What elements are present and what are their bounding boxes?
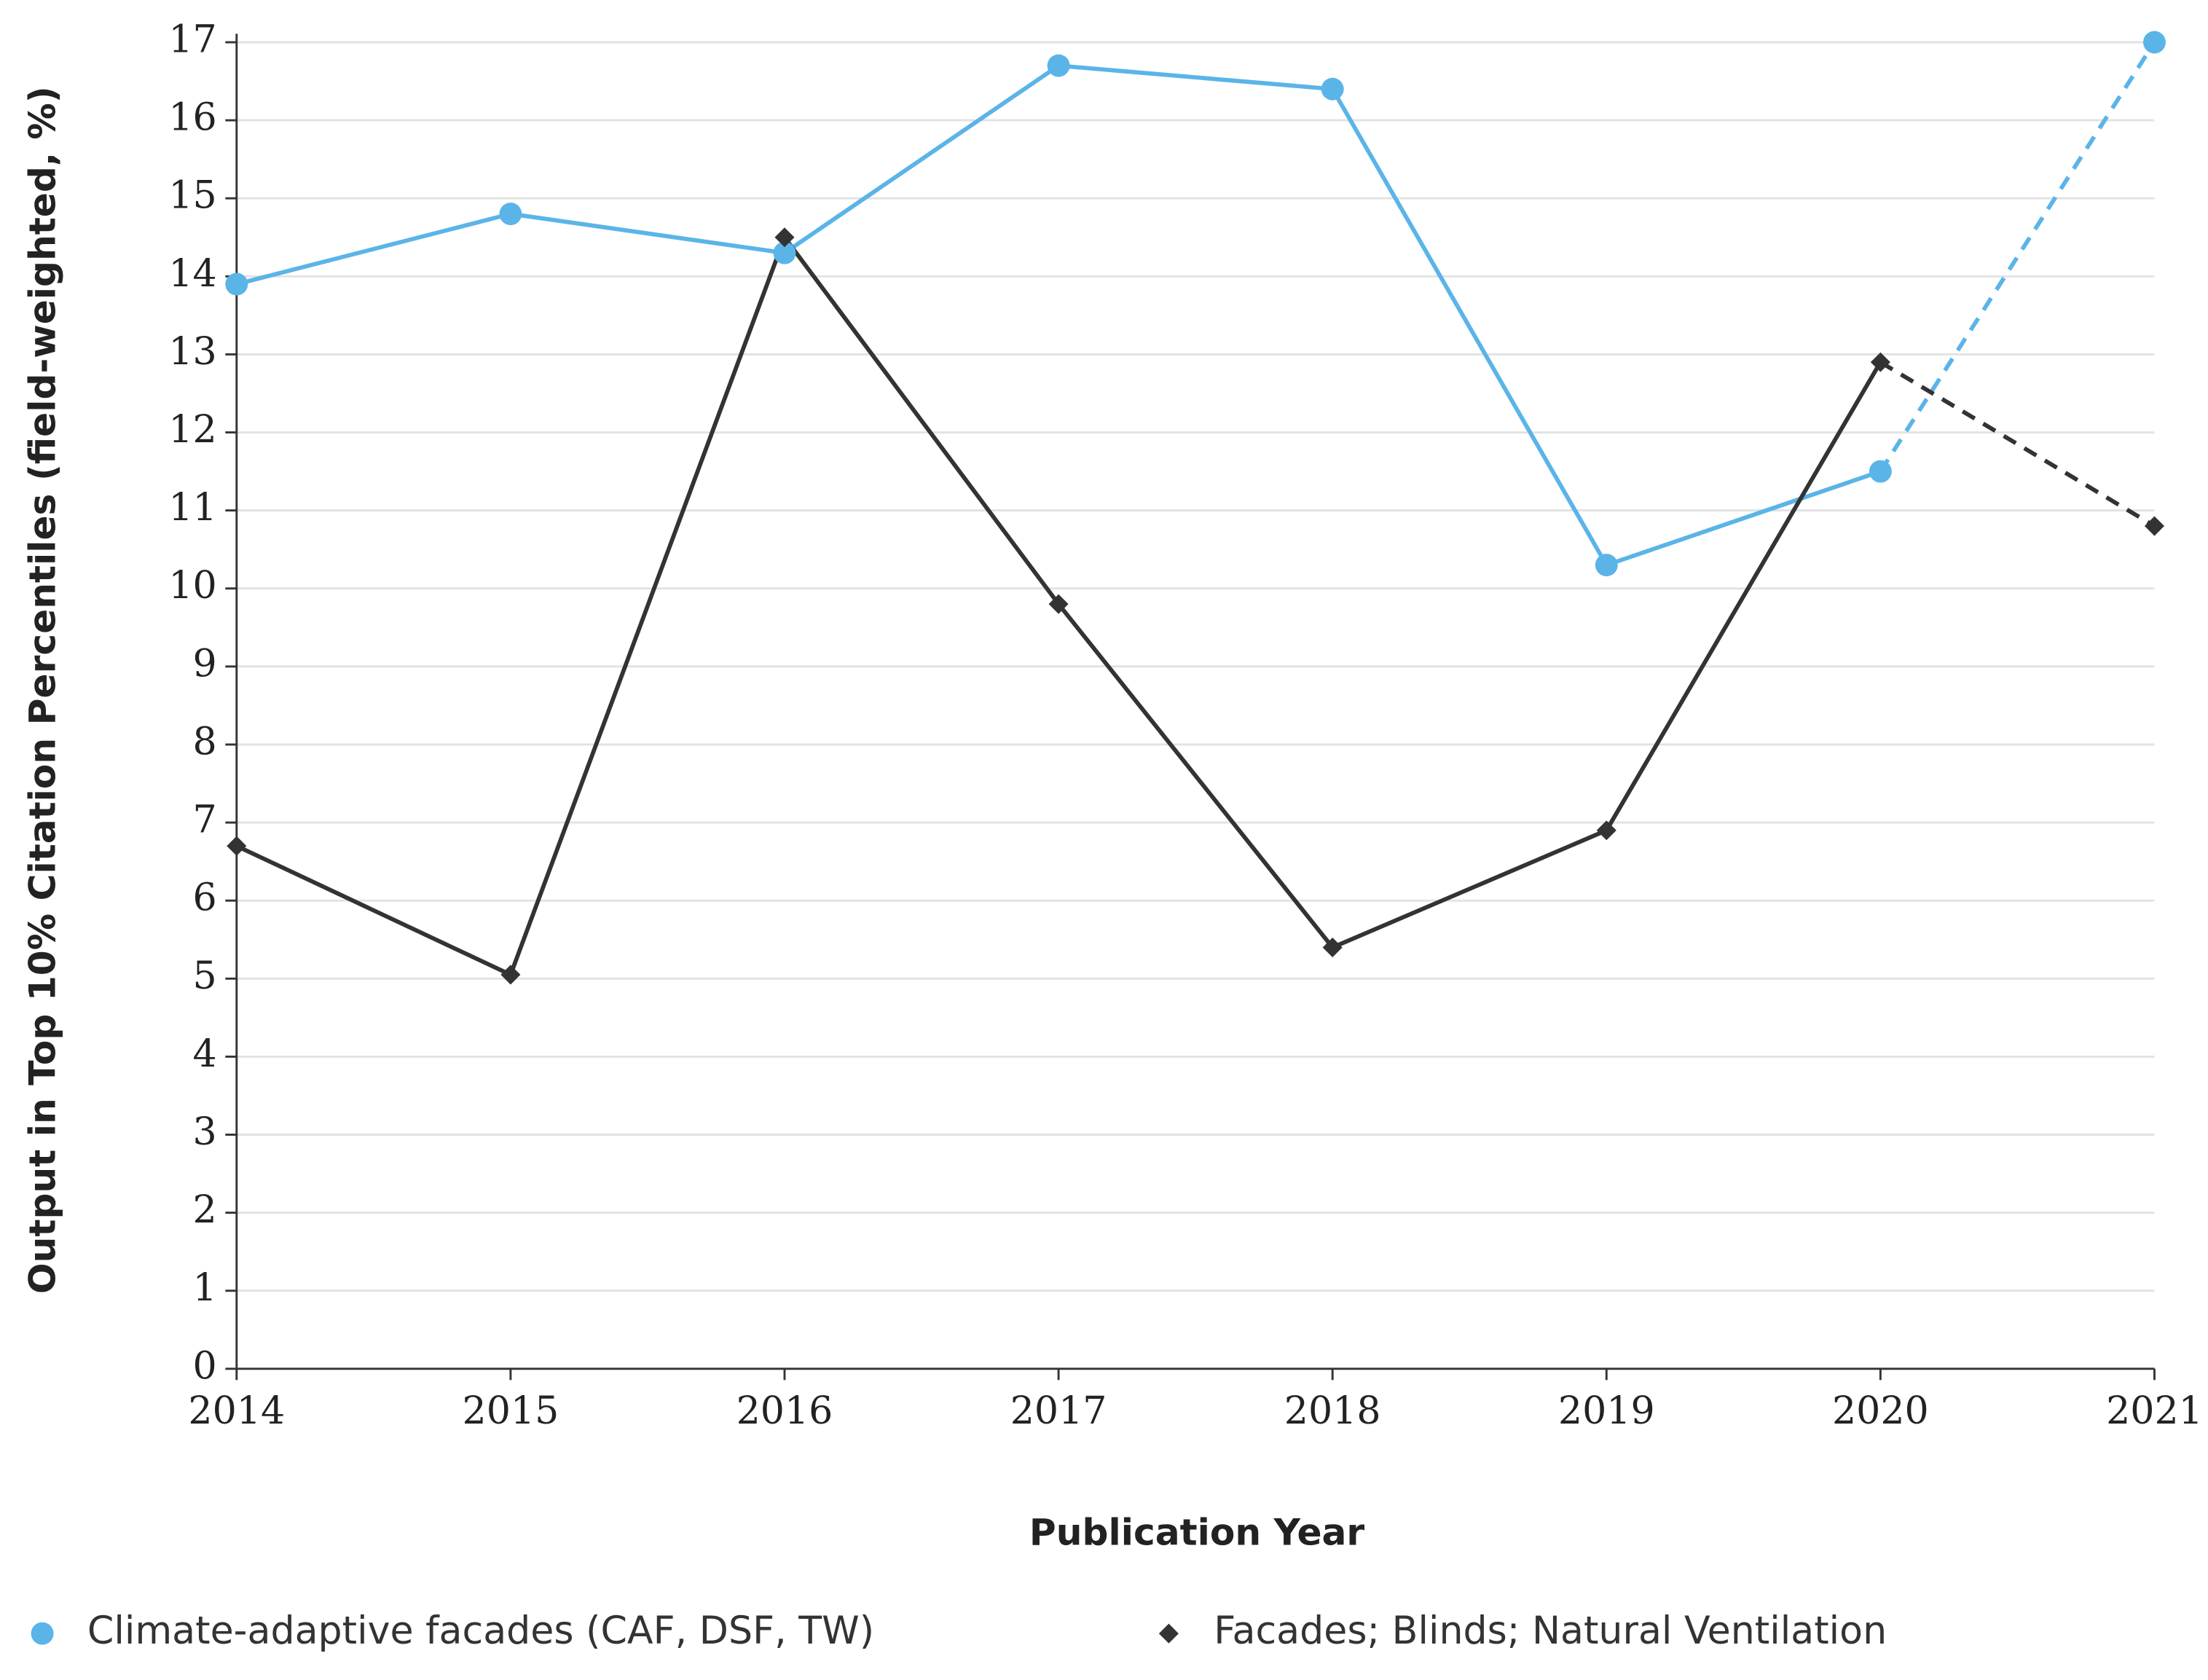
y-tick-label: 14 (168, 252, 216, 296)
x-tick-label: 2020 (1832, 1389, 1929, 1433)
y-tick-label: 10 (168, 564, 216, 608)
legend-label: Climate-adaptive facades (CAF, DSF, TW) (87, 1609, 874, 1653)
legend-label: Facades; Blinds; Natural Ventilation (1214, 1609, 1887, 1653)
point (500, 965, 521, 985)
y-tick-label: 16 (168, 96, 216, 140)
x-tick-label: 2014 (188, 1389, 285, 1433)
point (2143, 31, 2166, 54)
point (773, 241, 796, 264)
y-tick-label: 0 (193, 1344, 217, 1388)
point (1870, 352, 1890, 372)
x-tick-label: 2016 (736, 1389, 833, 1433)
y-tick-label: 17 (168, 17, 216, 61)
legend-marker (1158, 1623, 1179, 1644)
series-line (236, 63, 1882, 568)
y-tick-label: 5 (193, 954, 217, 998)
x-tick-label: 2018 (1284, 1389, 1381, 1433)
y-tick-label: 4 (193, 1032, 217, 1076)
point (225, 272, 248, 296)
x-tick-label: 2017 (1010, 1389, 1107, 1433)
y-tick-label: 3 (193, 1110, 217, 1154)
point (1048, 594, 1069, 614)
y-tick-label: 11 (168, 486, 216, 530)
point (1322, 937, 1343, 957)
y-tick-label: 1 (193, 1266, 217, 1310)
y-axis-title: Output in Top 10% Citation Percentiles (… (20, 86, 63, 1294)
point (499, 203, 522, 226)
point (1595, 554, 1618, 577)
x-tick-label: 2021 (2106, 1389, 2203, 1433)
x-axis-title: Publication Year (1029, 1510, 1365, 1553)
point (1869, 460, 1892, 483)
y-tick-label: 7 (193, 798, 217, 842)
y-tick-label: 6 (193, 876, 217, 920)
point (227, 836, 247, 856)
series-line (1878, 41, 2156, 473)
point (1047, 54, 1070, 77)
y-tick-label: 12 (168, 408, 216, 452)
x-tick-label: 2015 (463, 1389, 559, 1433)
x-tick-label: 2019 (1558, 1389, 1655, 1433)
y-tick-label: 9 (193, 642, 217, 686)
y-tick-label: 2 (193, 1188, 217, 1232)
point (1321, 77, 1344, 101)
y-tick-label: 15 (168, 174, 216, 218)
y-tick-label: 13 (168, 330, 216, 374)
y-tick-label: 8 (193, 720, 217, 764)
legend-marker (31, 1622, 54, 1645)
series-line (1879, 360, 2156, 528)
point (2144, 516, 2165, 536)
